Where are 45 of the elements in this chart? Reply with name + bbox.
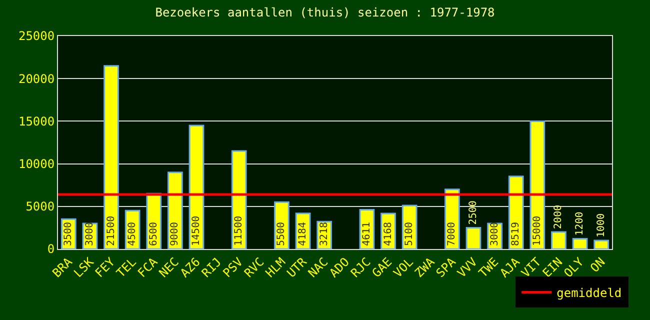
x-tick-label: TWE	[476, 254, 502, 280]
data-label: 4168	[382, 222, 394, 246]
bar	[530, 120, 546, 249]
y-tick-label: 5000	[26, 200, 55, 214]
data-label: 3500	[63, 222, 74, 246]
chart-title: Bezoekers aantallen (thuis) seizoen : 1977-1978	[155, 5, 495, 20]
bar	[466, 226, 482, 249]
y-tick-label: 25000	[18, 29, 55, 44]
data-label: 21500	[106, 216, 117, 246]
y-tick-label: 15000	[18, 114, 55, 128]
data-label: 14500	[191, 216, 202, 246]
data-label: 8519	[510, 222, 522, 246]
data-label: 5500	[276, 222, 288, 246]
x-tick-label: NAC	[305, 254, 331, 280]
data-label: 3000	[489, 222, 500, 246]
data-label: 6500	[148, 222, 160, 246]
bar	[231, 150, 247, 249]
x-tick-label: RJC	[348, 254, 374, 280]
bar	[104, 65, 119, 249]
x-tick-label: NEC	[156, 254, 182, 280]
bar	[188, 124, 204, 249]
data-label: 4500	[127, 222, 138, 246]
data-label: 4184	[298, 222, 309, 246]
data-label: 4611	[361, 222, 372, 246]
data-label: 7000	[446, 222, 458, 246]
y-tick-label: 0	[47, 242, 55, 256]
data-label: 11500	[234, 216, 245, 246]
y-tick-label: 10000	[18, 157, 55, 171]
data-label: 3000	[84, 222, 96, 246]
data-label: 3218	[318, 222, 330, 246]
data-label: 15000	[532, 216, 543, 246]
bar	[594, 240, 610, 249]
bar	[508, 176, 524, 249]
x-tick-label: TEL	[114, 254, 139, 280]
x-tick-label: ON	[588, 254, 608, 275]
data-label: 5100	[404, 222, 416, 246]
legend-label: gemiddeld	[556, 286, 622, 300]
data-label: 1000	[596, 213, 607, 238]
data-label: 9000	[170, 222, 181, 246]
bar	[572, 238, 588, 249]
data-label: 2500	[468, 200, 479, 225]
data-label: 2000	[553, 204, 564, 229]
bar	[551, 231, 566, 249]
data-label: 1200	[574, 212, 586, 236]
y-tick-label: 20000	[18, 72, 55, 86]
